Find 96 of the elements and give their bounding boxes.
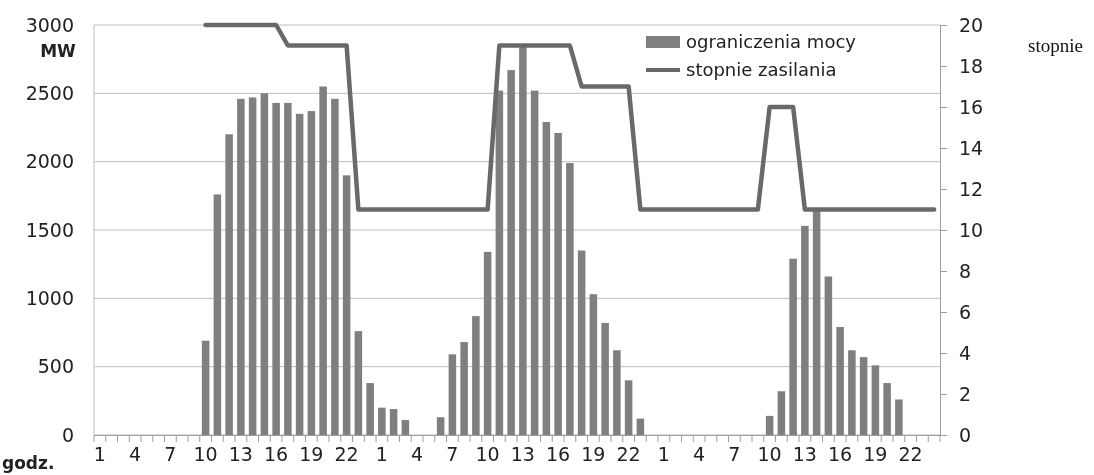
y-tick-label: 500: [37, 355, 74, 378]
bar: [260, 93, 269, 435]
bar: [624, 380, 633, 435]
x-tick-label: 13: [792, 443, 817, 466]
y-tick-label: 1500: [25, 218, 74, 241]
x-tick-label: 7: [446, 443, 459, 466]
bar: [542, 122, 551, 435]
line-series: [203, 22, 937, 212]
bar: [613, 350, 621, 435]
bar: [601, 322, 609, 435]
x-tick-label: 7: [164, 443, 177, 466]
bar: [566, 163, 574, 435]
bar: [824, 276, 833, 435]
bar: [871, 365, 880, 435]
bar: [295, 113, 304, 435]
y2-tick-label: 16: [959, 95, 984, 118]
x-tick-label: 16: [264, 443, 289, 466]
bar: [636, 418, 645, 435]
x-tick-label: 16: [546, 443, 571, 466]
bar: [272, 102, 280, 435]
bar: [401, 419, 410, 435]
bar: [577, 250, 586, 435]
bar: [801, 225, 809, 435]
y2-tick-label: 2: [959, 382, 972, 405]
bar: [495, 90, 504, 435]
legend-label: ograniczenia mocy: [686, 31, 857, 53]
bar: [589, 294, 598, 435]
bar: [389, 409, 398, 435]
bar: [789, 258, 797, 435]
y2-tick-label: 18: [959, 54, 984, 77]
y2-axis-title: stopnie: [1028, 35, 1083, 56]
bar: [895, 399, 903, 435]
y-tick-label: 0: [61, 423, 74, 446]
bar: [836, 327, 844, 435]
y-tick-label: 3000: [25, 13, 74, 36]
y2-tick-label: 0: [959, 423, 972, 446]
bar: [859, 357, 868, 435]
bar: [436, 417, 445, 435]
x-tick-label: 1: [657, 443, 670, 466]
y2-tick-label: 14: [959, 136, 984, 159]
y-tick-label: 2500: [25, 81, 74, 104]
bar: [883, 383, 891, 435]
bar: [378, 407, 386, 435]
x-tick-label: 1: [375, 443, 388, 466]
x-tick-label: 10: [193, 443, 218, 466]
bar: [460, 342, 468, 435]
bar: [848, 350, 856, 435]
bar: [812, 210, 821, 435]
bar: [319, 86, 327, 435]
y2-tick-label: 8: [959, 259, 972, 282]
x-tick-label: 4: [129, 443, 142, 466]
bar: [225, 134, 233, 435]
bar: [354, 331, 363, 435]
bar: [307, 111, 316, 435]
x-tick-label: 4: [411, 443, 424, 466]
x-tick-label: 19: [863, 443, 888, 466]
y-tick-label: 2000: [25, 150, 74, 173]
bar: [483, 251, 492, 435]
bar: [448, 354, 457, 435]
x-tick-label: 19: [581, 443, 606, 466]
x-tick-label: 13: [228, 443, 253, 466]
y-axis-title: MW: [40, 41, 77, 61]
bar: [248, 97, 257, 435]
x-tick-label: 7: [728, 443, 741, 466]
x-tick-label: 22: [898, 443, 923, 466]
bar: [530, 90, 539, 435]
bar: [342, 175, 351, 435]
bar: [765, 415, 774, 435]
x-tick-label: 1: [93, 443, 106, 466]
x-tick-label: 16: [828, 443, 853, 466]
bar: [472, 316, 480, 435]
bar: [213, 194, 222, 435]
bar: [237, 98, 245, 435]
bar: [519, 45, 527, 435]
y-tick-label: 1000: [25, 286, 74, 309]
x-tick-label: 10: [757, 443, 782, 466]
x-axis-title: godz.: [2, 453, 55, 473]
legend-label: stopnie zasilania: [686, 59, 837, 81]
bar: [777, 391, 786, 435]
y2-tick-label: 20: [959, 13, 984, 36]
x-tick-label: 22: [334, 443, 359, 466]
x-tick-label: 10: [475, 443, 500, 466]
y2-tick-label: 12: [959, 177, 984, 200]
x-tick-label: 19: [299, 443, 324, 466]
x-tick-label: 4: [693, 443, 706, 466]
y2-tick-label: 4: [959, 341, 972, 364]
bar: [507, 70, 515, 435]
x-tick-label: 13: [510, 443, 535, 466]
bar: [554, 132, 562, 435]
y2-tick-label: 10: [959, 218, 984, 241]
x-tick-label: 22: [616, 443, 641, 466]
bar: [366, 383, 374, 435]
y2-tick-label: 6: [959, 300, 972, 323]
bar: [284, 102, 292, 435]
bar: [201, 340, 210, 435]
bar: [331, 98, 339, 435]
